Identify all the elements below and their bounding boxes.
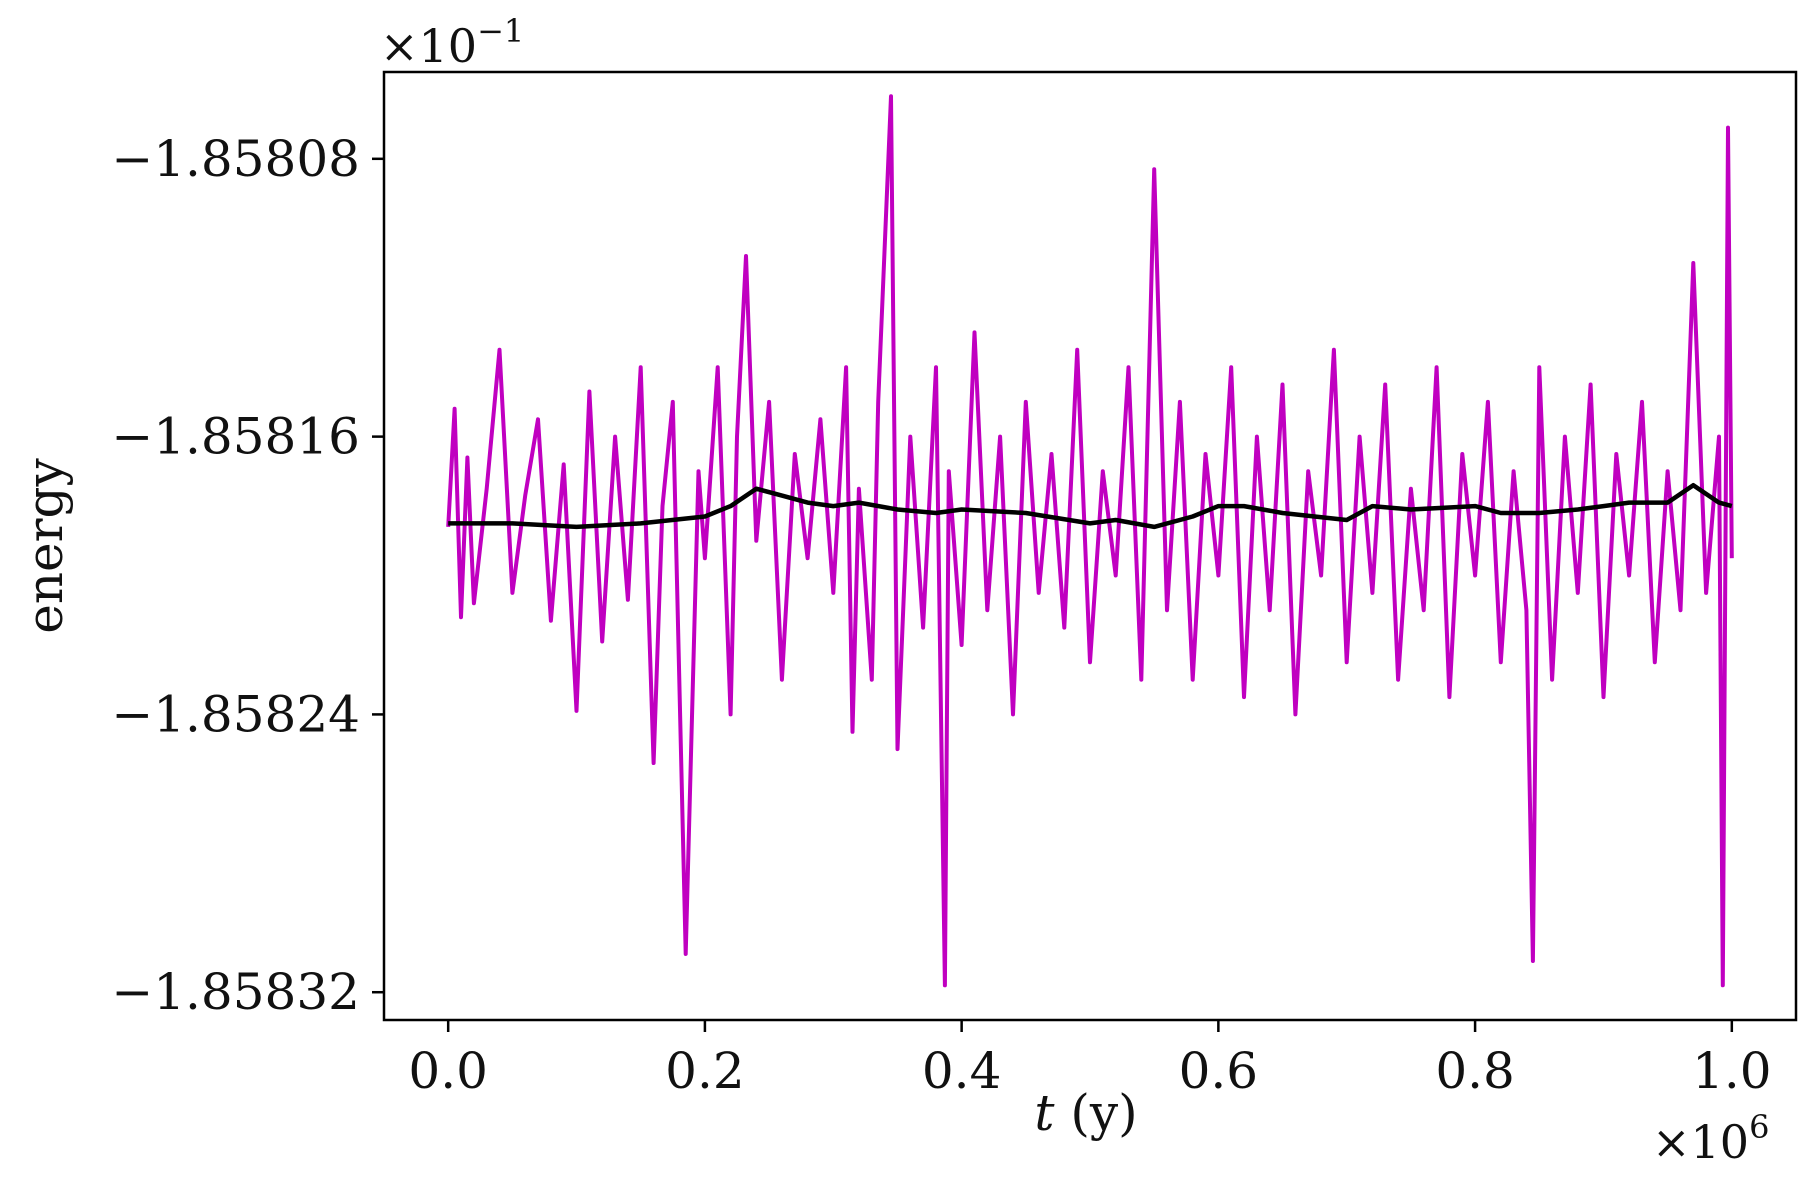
x-tick-label: 0.8: [1435, 1042, 1515, 1100]
y-tick-label: −1.85816: [111, 408, 360, 466]
y-tick-label: −1.85808: [111, 130, 360, 188]
x-axis-label: t (y): [1034, 1084, 1137, 1142]
series-layer: [446, 94, 1734, 988]
x-tick-label: 0.2: [665, 1042, 745, 1100]
energy-series-line: [446, 94, 1734, 988]
x-axis-label-variable: t: [1034, 1084, 1055, 1142]
x-axis-ticks: 0.0 0.2 0.4 0.6 0.8 1.0: [408, 1020, 1772, 1100]
x-tick-label: 1.0: [1692, 1042, 1772, 1100]
running-mean-line: [448, 482, 1733, 530]
x-offset-base: ×10: [1652, 1115, 1749, 1169]
x-tick-label: 0.6: [1179, 1042, 1259, 1100]
x-axis-label-unit: (y): [1054, 1084, 1137, 1142]
y-tick-label: −1.85832: [111, 963, 360, 1021]
plot-frame: [382, 70, 1798, 1022]
y-tick-label: −1.85824: [111, 685, 360, 743]
y-axis-ticks: −1.85808 −1.85816 −1.85824 −1.85832: [111, 130, 384, 1021]
x-axis-offset-label: ×106: [1652, 1108, 1769, 1169]
x-offset-exponent: 6: [1749, 1108, 1769, 1146]
y-offset-exponent: −1: [477, 12, 524, 50]
y-axis-offset-label: ×10−1: [380, 12, 524, 73]
x-tick-label: 0.4: [922, 1042, 1002, 1100]
y-offset-base: ×10: [380, 19, 477, 73]
y-axis-label: energy: [16, 457, 74, 633]
x-tick-label: 0.0: [408, 1042, 488, 1100]
